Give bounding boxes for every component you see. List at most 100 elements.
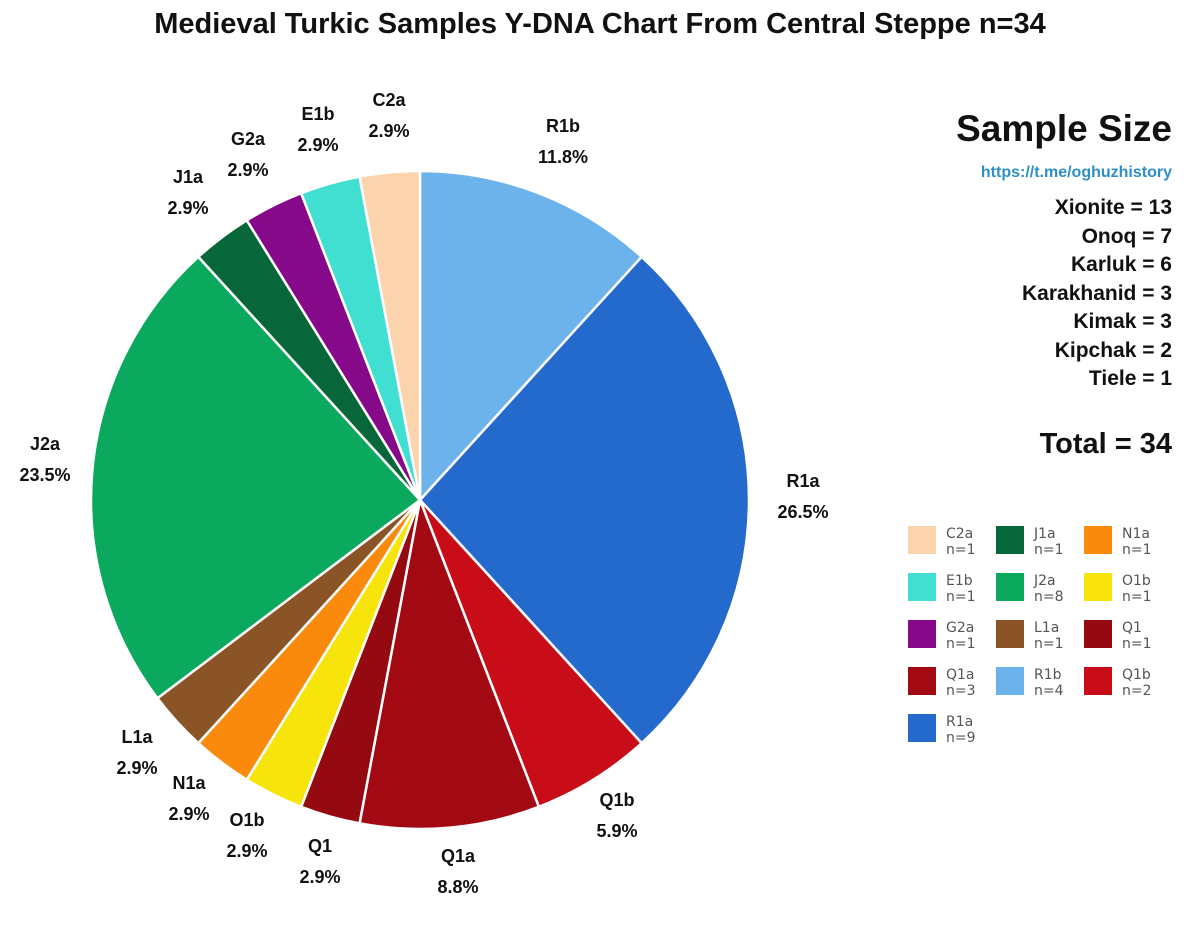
slice-label-n1a: N1a <box>172 773 206 793</box>
slice-label-c2a: C2a <box>372 90 406 110</box>
slice-percent-e1b: 2.9% <box>297 135 338 155</box>
slice-c2a <box>358 169 422 501</box>
legend-swatch-e1b <box>908 573 936 601</box>
legend-swatch-q1b <box>1084 667 1112 695</box>
legend-swatch-j1a <box>996 526 1024 554</box>
legend-item-r1b: R1b n=4 <box>996 667 1084 714</box>
slice-label-j1a: J1a <box>173 167 204 187</box>
slice-label-g2a: G2a <box>231 129 266 149</box>
legend-text-r1a: R1a n=9 <box>946 714 976 746</box>
slice-j2a <box>89 255 422 701</box>
sample-row-onoq: Onoq = 7 <box>1081 224 1172 248</box>
legend-text-g2a: G2a n=1 <box>946 620 976 652</box>
legend-item-r1a: R1a n=9 <box>908 714 996 761</box>
legend-count-c2a: n=1 <box>946 542 976 558</box>
sample-row-xionite: Xionite = 13 <box>1054 196 1172 219</box>
legend-label-e1b: E1b <box>946 573 973 589</box>
sample-size-panel: Sample Size https://t.me/oghuzhistory Xi… <box>956 108 1172 461</box>
legend-count-r1a: n=9 <box>946 730 976 746</box>
legend-label-j1a: J1a <box>1034 526 1056 542</box>
sample-row-karluk: Karluk = 6 <box>1071 253 1172 276</box>
legend-swatch-r1a <box>908 714 936 742</box>
sample-row-karakhanid: Karakhanid = 3 <box>1022 281 1172 305</box>
legend-item-n1a: N1a n=1 <box>1084 526 1172 573</box>
legend-item-c2a: C2a n=1 <box>908 526 996 573</box>
slice-label-q1b: Q1b <box>599 790 634 810</box>
legend-swatch-n1a <box>1084 526 1112 554</box>
legend-item-l1a: L1a n=1 <box>996 620 1084 667</box>
legend-count-q1b: n=2 <box>1122 683 1152 699</box>
legend-label-o1b: O1b <box>1122 573 1151 589</box>
legend-text-q1: Q1 n=1 <box>1122 620 1152 652</box>
sample-row-kipchak: Kipchak = 2 <box>1054 338 1172 362</box>
slice-percent-c2a: 2.9% <box>368 121 409 141</box>
legend-count-r1b: n=4 <box>1034 683 1064 699</box>
sample-total: Total = 34 <box>1039 427 1172 460</box>
slice-label-r1a: R1a <box>786 471 820 491</box>
legend-text-q1a: Q1a n=3 <box>946 667 976 699</box>
slice-percent-j1a: 2.9% <box>167 198 208 218</box>
slice-percent-r1a: 26.5% <box>777 502 828 522</box>
legend-item-o1b: O1b n=1 <box>1084 573 1172 620</box>
slice-percent-q1b: 5.9% <box>596 821 637 841</box>
legend-count-j2a: n=8 <box>1034 589 1064 605</box>
legend-label-n1a: N1a <box>1122 526 1150 542</box>
source-link[interactable]: https://t.me/oghuzhistory <box>980 164 1172 181</box>
legend-label-c2a: C2a <box>946 526 974 542</box>
legend-item-q1a: Q1a n=3 <box>908 667 996 714</box>
legend-text-c2a: C2a n=1 <box>946 526 976 558</box>
legend-item-e1b: E1b n=1 <box>908 573 996 620</box>
legend-label-l1a: L1a <box>1034 620 1060 636</box>
legend-count-q1a: n=3 <box>946 683 976 699</box>
legend-swatch-c2a <box>908 526 936 554</box>
legend-count-j1a: n=1 <box>1034 542 1064 558</box>
slice-label-j2a: J2a <box>30 434 61 454</box>
slice-label-e1b: E1b <box>301 104 334 124</box>
sample-row-tiele: Tiele = 1 <box>1088 367 1172 390</box>
legend-count-n1a: n=1 <box>1122 542 1152 558</box>
legend-swatch-o1b <box>1084 573 1112 601</box>
legend-swatch-j2a <box>996 573 1024 601</box>
legend-count-o1b: n=1 <box>1122 589 1152 605</box>
slice-percent-q1: 2.9% <box>299 867 340 887</box>
legend-item-q1b: Q1b n=2 <box>1084 667 1172 714</box>
legend-text-n1a: N1a n=1 <box>1122 526 1152 558</box>
legend-text-q1b: Q1b n=2 <box>1122 667 1152 699</box>
legend-label-r1b: R1b <box>1034 667 1062 683</box>
slice-q1a <box>358 495 541 831</box>
legend-text-r1b: R1b n=4 <box>1034 667 1064 699</box>
legend-count-q1: n=1 <box>1122 636 1152 652</box>
slice-r1b <box>418 169 644 504</box>
legend-swatch-q1a <box>908 667 936 695</box>
sample-size-title: Sample Size <box>956 108 1172 149</box>
legend-label-q1b: Q1b <box>1122 667 1151 683</box>
legend-item-j2a: J2a n=8 <box>996 573 1084 620</box>
slice-percent-j2a: 23.5% <box>19 465 70 485</box>
slice-label-l1a: L1a <box>121 727 153 747</box>
legend-label-r1a: R1a <box>946 714 974 730</box>
legend-label-g2a: G2a <box>946 620 975 636</box>
slice-q1b <box>418 499 644 809</box>
legend-swatch-l1a <box>996 620 1024 648</box>
slice-percent-n1a: 2.9% <box>168 804 209 824</box>
legend-item-j1a: J1a n=1 <box>996 526 1084 573</box>
legend-swatch-q1 <box>1084 620 1112 648</box>
legend-item-g2a: G2a n=1 <box>908 620 996 667</box>
legend-count-g2a: n=1 <box>946 636 976 652</box>
legend-swatch-r1b <box>996 667 1024 695</box>
slice-label-o1b: O1b <box>229 810 264 830</box>
legend-text-j2a: J2a n=8 <box>1034 573 1064 605</box>
chart-title: Medieval Turkic Samples Y-DNA Chart From… <box>154 8 1046 40</box>
legend-swatch-g2a <box>908 620 936 648</box>
legend-count-e1b: n=1 <box>946 589 976 605</box>
slice-percent-q1a: 8.8% <box>437 877 478 897</box>
sample-row-kimak: Kimak = 3 <box>1073 310 1172 333</box>
legend-label-q1: Q1 <box>1122 620 1142 636</box>
slice-label-q1: Q1 <box>308 836 332 856</box>
legend-label-j2a: J2a <box>1034 573 1056 589</box>
slice-percent-o1b: 2.9% <box>226 841 267 861</box>
legend-text-j1a: J1a n=1 <box>1034 526 1064 558</box>
slice-r1a <box>418 255 751 745</box>
legend-count-l1a: n=1 <box>1034 636 1064 652</box>
